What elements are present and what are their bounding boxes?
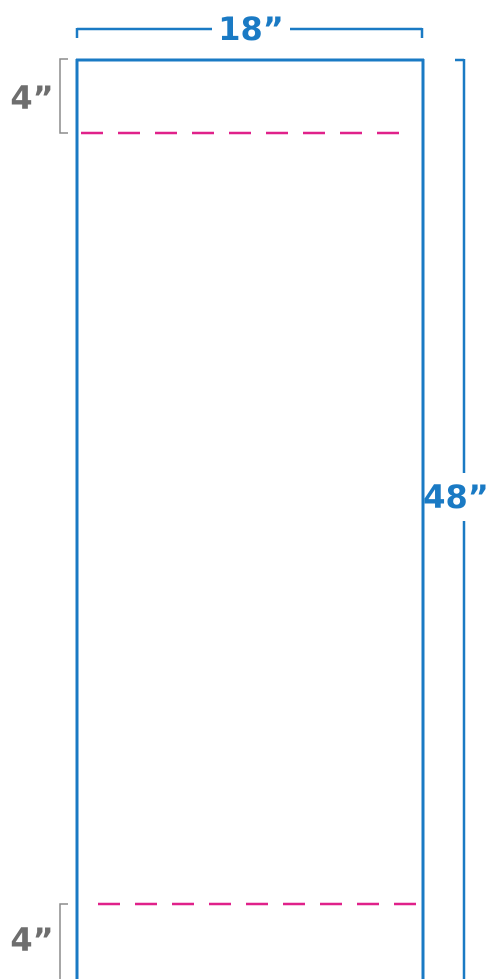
top-margin-label: 4” <box>10 79 53 117</box>
height-dimension: 48” <box>423 58 489 979</box>
top-margin-bracket-line <box>59 58 68 134</box>
top-margin-bracket: 4” <box>10 58 68 134</box>
bottom-margin-bracket-line <box>59 903 68 979</box>
width-dimension: 18” <box>75 10 424 48</box>
bottom-margin-label: 4” <box>10 921 53 959</box>
height-label: 48” <box>423 478 489 516</box>
banner-outline <box>75 58 425 979</box>
width-label: 18” <box>218 10 284 48</box>
bottom-margin-bracket: 4” <box>10 903 68 979</box>
